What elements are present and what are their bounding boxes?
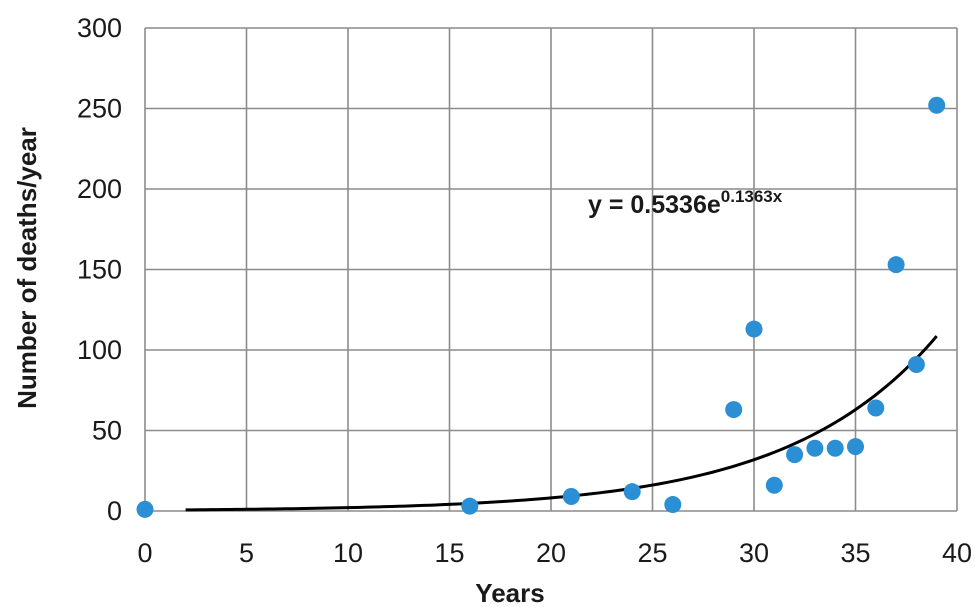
tick-labels: 0 5 10 15 20 25 30 35 40 0 50 100 150 200 250 300 <box>77 13 972 568</box>
trendline-equation: y = 0.5336e0.1363x <box>588 187 783 219</box>
x-tick-label: 20 <box>536 538 566 568</box>
y-tick-label: 0 <box>107 496 122 526</box>
x-tick-label: 0 <box>137 538 152 568</box>
x-tick-label: 10 <box>333 538 363 568</box>
x-tick-label: 5 <box>239 538 254 568</box>
data-point <box>907 355 925 373</box>
data-point <box>461 497 479 515</box>
y-axis-title: Number of deaths/year <box>12 127 42 409</box>
data-point <box>786 446 804 464</box>
x-axis-title: Years <box>475 578 544 607</box>
y-tick-label: 150 <box>77 255 122 285</box>
data-point <box>887 256 905 274</box>
x-tick-label: 15 <box>434 538 464 568</box>
data-point <box>806 439 824 457</box>
data-point <box>664 496 682 514</box>
grid <box>144 27 958 512</box>
data-point <box>562 488 580 506</box>
data-points <box>136 96 946 518</box>
y-tick-label: 200 <box>77 174 122 204</box>
y-tick-label: 50 <box>92 416 122 446</box>
x-tick-label: 40 <box>942 538 972 568</box>
trendline-layer <box>185 335 938 512</box>
data-point <box>136 500 154 518</box>
data-point <box>847 438 864 456</box>
equation-base: y = 0.5336e <box>588 191 721 219</box>
exponential-trendline <box>185 335 938 512</box>
data-point <box>826 439 844 457</box>
x-tick-label: 30 <box>739 538 769 568</box>
data-point <box>765 476 783 494</box>
y-tick-label: 100 <box>77 335 122 365</box>
data-point <box>725 401 743 419</box>
data-point <box>623 483 641 501</box>
data-point <box>867 399 885 417</box>
y-tick-label: 250 <box>77 94 122 124</box>
data-point <box>745 320 763 338</box>
y-tick-label: 300 <box>77 13 122 43</box>
data-point <box>928 96 946 114</box>
x-tick-label: 25 <box>637 538 667 568</box>
x-tick-label: 35 <box>840 538 870 568</box>
equation-exponent: 0.1363x <box>721 187 783 206</box>
